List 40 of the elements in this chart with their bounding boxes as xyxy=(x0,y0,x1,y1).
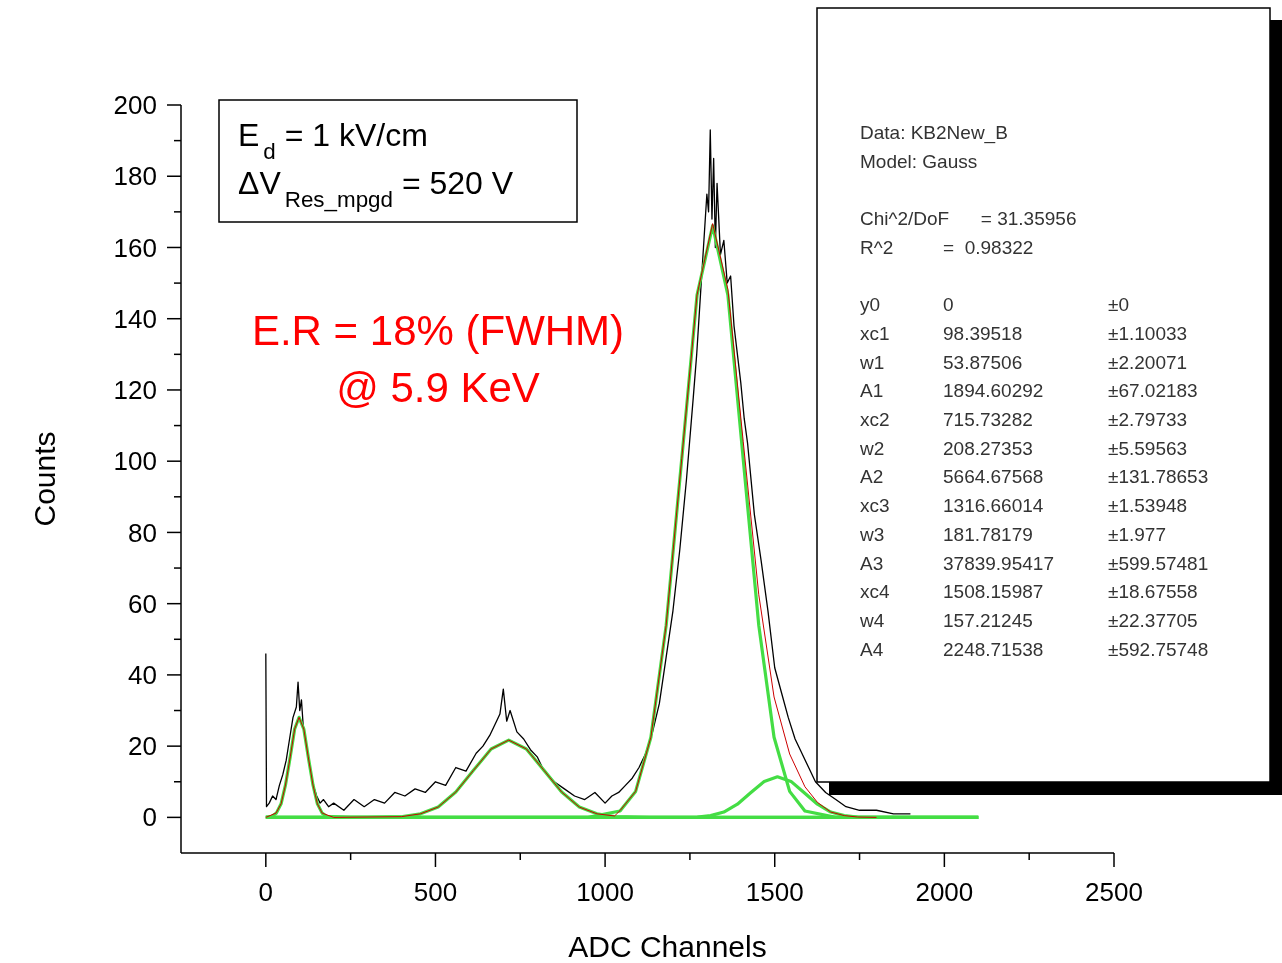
text: w4 157.21245 ±22.37705 xyxy=(860,609,1198,631)
annotation: E.R = 18% (FWHM) xyxy=(251,307,625,354)
text: w2 208.27353 ±5.59563 xyxy=(860,437,1188,459)
text: A2 5664.67568 ±131.78653 xyxy=(860,466,1209,488)
y-tick-label: 20 xyxy=(128,731,157,762)
text: A1 1894.60292 ±67.02183 xyxy=(860,380,1198,402)
annotation: Data: KB2New_B xyxy=(860,122,1008,144)
y-tick-label: 60 xyxy=(128,588,157,619)
annotation: Model: Gauss xyxy=(860,150,978,172)
annotation: Chi^2/DoF = 31.35956 xyxy=(860,208,1077,230)
text: A4 2248.71538 ±592.75748 xyxy=(860,638,1209,660)
y-tick-label: 200 xyxy=(113,90,157,121)
y-tick-label: 120 xyxy=(113,375,157,406)
y-tick-label: 80 xyxy=(128,517,157,548)
annotation: ΔV$_{Res_mpgd}$ = 520 V xyxy=(238,165,514,212)
y-tick-label: 0 xyxy=(142,802,157,833)
x-axis-title: ADC Channels xyxy=(568,930,767,963)
x-tick-label: 1500 xyxy=(745,877,804,907)
x-tick-label: 0 xyxy=(258,877,274,907)
text: xc4 1508.15987 ±18.67558 xyxy=(860,581,1198,603)
text: xc3 1316.66014 ±1.53948 xyxy=(860,495,1188,517)
text: w3 181.78179 ±1.977 xyxy=(860,523,1166,545)
x-tick-label: 1000 xyxy=(576,877,635,907)
annotation: @ 5.9 KeV xyxy=(336,364,540,411)
x-tick-label: 2000 xyxy=(915,877,974,907)
text: y0 0 ±0 xyxy=(860,294,1129,316)
y-tick-label: 160 xyxy=(113,232,157,263)
text: A3 37839.95417 ±599.57481 xyxy=(860,552,1209,574)
y-tick-label: 140 xyxy=(113,303,157,334)
y-tick-label: 100 xyxy=(113,446,157,477)
text: xc2 715.73282 ±2.79733 xyxy=(860,409,1188,430)
x-tick-label: 2500 xyxy=(1085,877,1143,907)
y-axis-title: Counts xyxy=(28,431,61,527)
text: xc1 98.39518 ±1.10033 xyxy=(860,322,1188,344)
annotation: E$_{d}$ = 1 kV/cm xyxy=(238,117,428,164)
y-tick-label: 40 xyxy=(128,660,157,690)
text: R^2 = 0.98322 xyxy=(860,236,1034,258)
y-tick-label: 180 xyxy=(113,161,157,192)
text: w1 53.87506 ±2.20071 xyxy=(860,351,1188,373)
x-tick-label: 500 xyxy=(413,877,458,907)
